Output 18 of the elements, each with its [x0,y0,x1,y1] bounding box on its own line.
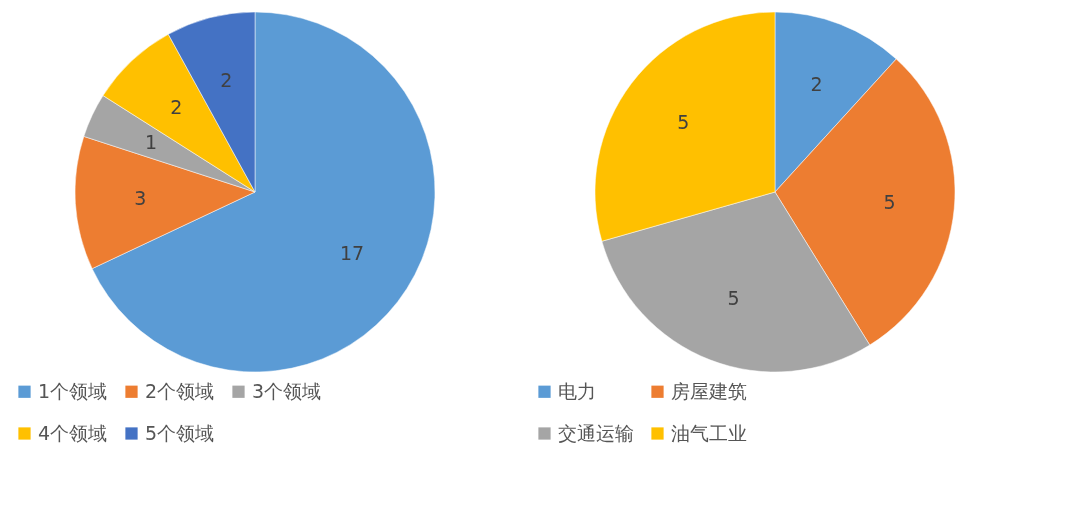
data-label: 2 [810,72,823,95]
legend-label: 油气工业 [671,421,747,444]
data-label: 17 [340,241,365,264]
data-label: 1 [144,131,157,154]
legend-label: 房屋建筑 [671,379,747,402]
data-label: 5 [883,190,896,213]
legend-label: 5个领域 [145,421,215,444]
data-label: 2 [170,96,183,119]
data-label: 5 [727,287,740,310]
data-label: 5 [677,110,690,133]
legend-label: 2个领域 [145,379,215,402]
legend-label: 交通运输 [558,421,634,444]
legend-label: 电力 [558,379,596,402]
legend-label: 3个领域 [252,379,322,402]
data-label: 3 [134,187,147,210]
legend-label: 1个领域 [38,379,108,402]
legend-label: 4个领域 [38,421,108,444]
data-label: 2 [220,68,233,91]
